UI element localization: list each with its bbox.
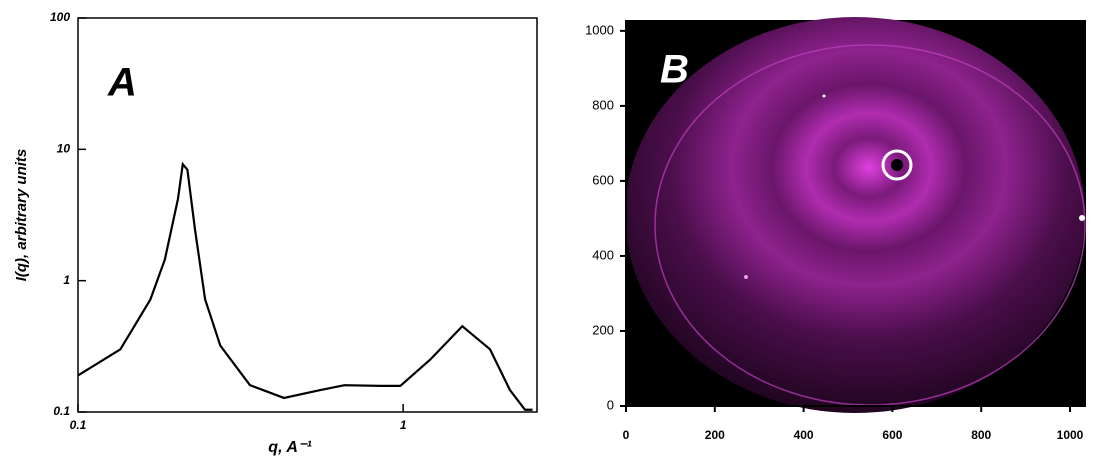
x-axis-label: q, A⁻¹ — [268, 439, 312, 456]
y-tick-label: 800 — [592, 97, 614, 112]
y-tick-label: 1000 — [585, 22, 614, 37]
y-tick-label: 600 — [592, 172, 614, 187]
x-tick-label: 600 — [882, 428, 902, 442]
y-axis-label: I(q), arbitrary units — [13, 149, 30, 282]
y-tick-label: 0 — [607, 397, 614, 412]
x-tick-label: 1000 — [1057, 428, 1084, 442]
data-line — [77, 161, 533, 411]
x-tick-label: 0.1 — [70, 418, 87, 432]
x-tick-label: 0 — [623, 428, 630, 442]
diffraction-image — [625, 17, 1086, 413]
x-tick-label: 1 — [400, 418, 407, 432]
x-tick-label: 200 — [705, 428, 725, 442]
y-tick-label: 1 — [63, 273, 70, 287]
x-tick-label: 800 — [971, 428, 991, 442]
y-tick-label: 100 — [50, 10, 70, 24]
y-tick-label: 400 — [592, 247, 614, 262]
y-tick-label: 0.1 — [53, 404, 70, 418]
x-tick-label: 400 — [794, 428, 814, 442]
panel-label: A — [107, 61, 137, 105]
y-tick-label: 10 — [57, 142, 71, 156]
panel-label: B — [660, 48, 689, 92]
plot-frame — [77, 17, 538, 413]
y-tick-label: 200 — [592, 322, 614, 337]
